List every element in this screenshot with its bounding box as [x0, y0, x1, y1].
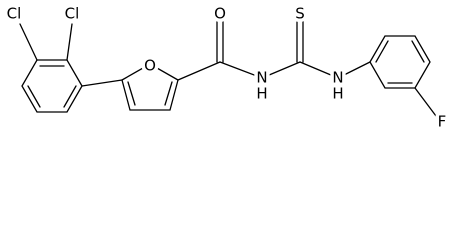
- page: Cl Cl O O N H S N H F (() => { const dat…: [3, 1, 450, 134]
- atom-label: H: [256, 85, 267, 103]
- fluorophenyl-ring: [369, 35, 431, 89]
- furan-ring: [121, 63, 179, 111]
- bond: [81, 79, 123, 87]
- double-bond: [164, 81, 173, 106]
- molecule-diagram: Cl Cl O O N H S N H F: [3, 1, 450, 134]
- bond: [177, 61, 221, 81]
- atom-label: F: [438, 113, 447, 131]
- double-bond: [411, 40, 425, 63]
- atom-label: O: [144, 57, 156, 75]
- atom-label: Cl: [7, 5, 22, 23]
- phenyl-ring: [21, 59, 83, 113]
- atom-label: O: [214, 5, 226, 23]
- atom-labels: Cl Cl O O N H S N H F: [3, 1, 450, 134]
- double-bond: [375, 40, 389, 63]
- double-bond: [127, 81, 136, 106]
- bond: [299, 61, 339, 79]
- bond: [414, 87, 437, 117]
- double-bond: [27, 85, 41, 108]
- atom-label: H: [332, 85, 343, 103]
- double-bond: [63, 85, 77, 108]
- atom-label: Cl: [65, 5, 80, 23]
- bond: [337, 61, 371, 79]
- atom-label: N: [256, 69, 267, 87]
- bond: [261, 61, 301, 79]
- atom-label: S: [295, 5, 305, 23]
- bond: [19, 23, 38, 61]
- bonds: [19, 19, 437, 117]
- bond: [66, 23, 73, 61]
- bond: [219, 61, 263, 79]
- atom-label: N: [332, 69, 343, 87]
